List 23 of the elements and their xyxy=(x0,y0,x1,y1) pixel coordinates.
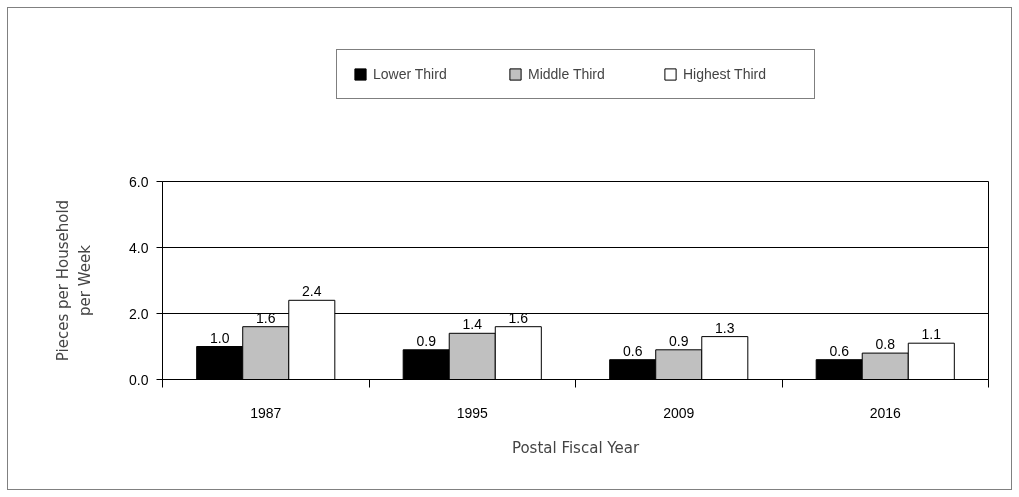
y-tick-label: 6.0 xyxy=(129,173,149,190)
data-label: 0.8 xyxy=(875,336,896,353)
data-label: 1.1 xyxy=(921,326,942,343)
y-tick-label: 2.0 xyxy=(129,305,149,322)
data-label: 0.9 xyxy=(669,332,689,349)
x-tick-label: 2009 xyxy=(663,404,695,421)
y-tick-label: 4.0 xyxy=(129,239,149,256)
y-tick-label: 0.0 xyxy=(129,371,149,388)
data-label: 0.6 xyxy=(829,342,850,359)
x-tick-label: 2016 xyxy=(869,404,902,421)
data-label: 0.9 xyxy=(416,332,437,349)
x-axis-title: Postal Fiscal Year xyxy=(511,438,640,457)
x-tick-label: 1987 xyxy=(250,404,282,421)
x-tick-label: 1995 xyxy=(456,404,489,421)
legend-label: Lower Third xyxy=(373,66,448,82)
data-label: 1.4 xyxy=(462,316,483,333)
data-label: 2.4 xyxy=(302,283,322,300)
data-label: 0.6 xyxy=(622,342,643,359)
legend-label: Middle Third xyxy=(528,66,606,82)
data-label: 1.0 xyxy=(209,329,230,346)
data-label: 1.3 xyxy=(715,319,735,336)
legend-label: Highest Third xyxy=(683,66,767,82)
y-axis-title: Pieces per Household per Week xyxy=(54,199,95,362)
